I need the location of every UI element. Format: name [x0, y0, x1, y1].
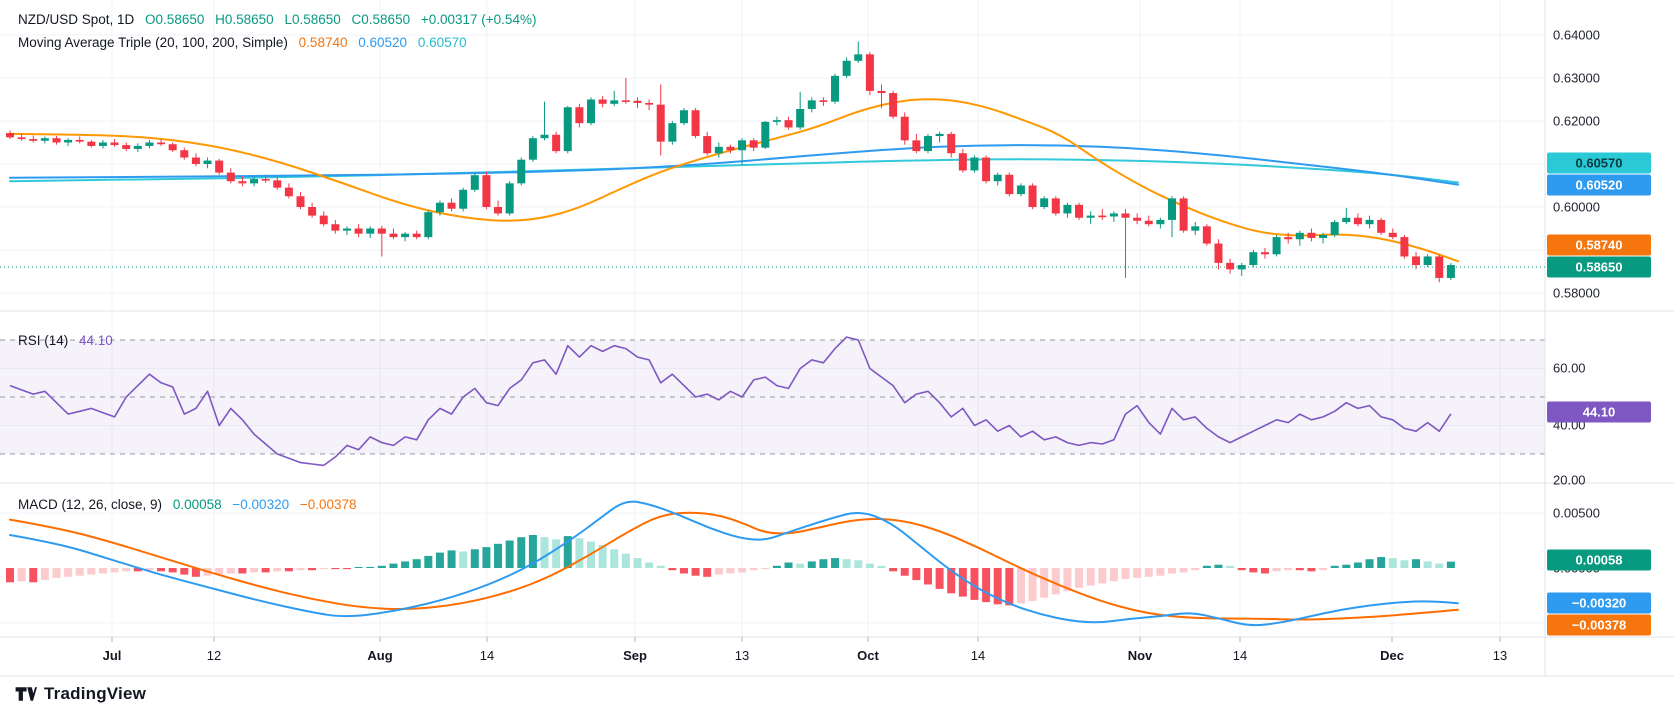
ohlc-change: +0.00317 (+0.54%): [420, 12, 537, 27]
price-badge-last-price: 0.58650: [1547, 256, 1651, 278]
time-label-month: Dec: [1380, 648, 1404, 663]
time-label-day: 13: [1492, 648, 1508, 663]
time-label-month: Nov: [1127, 648, 1153, 663]
price-badge-ma20: 0.58740: [1547, 234, 1651, 256]
tradingview-logo[interactable]: TradingView: [15, 684, 146, 704]
macd-hist-value: 0.00058: [172, 497, 222, 512]
macd-legend: MACD (12, 26, close, 9) 0.00058 −0.00320…: [18, 497, 364, 512]
tradingview-logo-text: TradingView: [44, 684, 147, 703]
ma-legend: Moving Average Triple (20, 100, 200, Sim…: [18, 35, 474, 50]
ma200-value: 0.60570: [417, 35, 467, 50]
macd-badge-signal: −0.00378: [1547, 614, 1651, 636]
rsi-badge-value: 44.10: [1547, 401, 1651, 423]
rsi-legend-label: RSI (14): [18, 333, 69, 348]
time-label-month: Oct: [857, 648, 879, 663]
symbol-title: NZD/USD Spot, 1D: [18, 12, 135, 27]
macd-signal-value: −0.00378: [299, 497, 357, 512]
macd-badge-line: −0.00320: [1547, 592, 1651, 614]
time-label-day: 14: [970, 648, 986, 663]
price-badge-ma200: 0.60570: [1547, 152, 1651, 174]
price-axis-label: 0.62000: [1553, 113, 1600, 129]
rsi-legend: RSI (14) 44.10: [18, 333, 120, 348]
macd-legend-label: MACD (12, 26, close, 9): [18, 497, 163, 512]
time-label-day: 13: [734, 648, 750, 663]
ohlc-low: L0.58650: [284, 12, 341, 27]
time-label-month: Jul: [102, 648, 122, 663]
time-label-day: 14: [1232, 648, 1248, 663]
price-axis-label: 0.64000: [1553, 27, 1600, 43]
ohlc-close: C0.58650: [351, 12, 411, 27]
macd-line-value: −0.00320: [232, 497, 290, 512]
ma100-value: 0.60520: [358, 35, 408, 50]
macd-badge-hist: 0.00058: [1547, 549, 1651, 571]
symbol-legend: NZD/USD Spot, 1D O0.58650 H0.58650 L0.58…: [18, 12, 543, 27]
ohlc-open: O0.58650: [145, 12, 205, 27]
time-label-day: 14: [479, 648, 495, 663]
rsi-axis-label: 20.00: [1553, 472, 1586, 488]
time-label-month: Aug: [367, 648, 393, 663]
ma-legend-label: Moving Average Triple (20, 100, 200, Sim…: [18, 35, 288, 50]
price-badge-ma100: 0.60520: [1547, 174, 1651, 196]
price-axis-label: 0.58000: [1553, 285, 1600, 301]
ohlc-high: H0.58650: [215, 12, 274, 27]
time-label-month: Sep: [623, 648, 647, 663]
macd-axis-label: 0.00500: [1553, 505, 1600, 521]
ma20-value: 0.58740: [298, 35, 348, 50]
time-label-day: 12: [206, 648, 222, 663]
rsi-value: 44.10: [79, 333, 113, 348]
price-axis-label: 0.60000: [1553, 199, 1600, 215]
rsi-axis-label: 60.00: [1553, 360, 1586, 376]
price-axis-label: 0.63000: [1553, 70, 1600, 86]
tradingview-icon: [15, 687, 37, 701]
